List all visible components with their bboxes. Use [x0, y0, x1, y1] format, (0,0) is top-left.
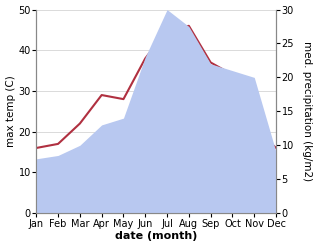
X-axis label: date (month): date (month)	[115, 231, 197, 242]
Y-axis label: med. precipitation (kg/m2): med. precipitation (kg/m2)	[302, 41, 313, 181]
Y-axis label: max temp (C): max temp (C)	[5, 75, 16, 147]
